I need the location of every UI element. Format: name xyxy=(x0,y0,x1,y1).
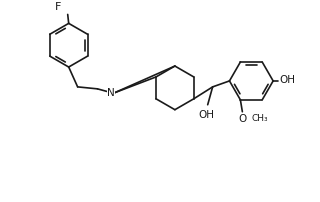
Text: CH₃: CH₃ xyxy=(251,114,268,123)
Text: OH: OH xyxy=(279,75,295,85)
Text: F: F xyxy=(54,2,61,13)
Text: OH: OH xyxy=(199,110,215,120)
Text: N: N xyxy=(108,88,115,98)
Text: O: O xyxy=(238,114,246,124)
